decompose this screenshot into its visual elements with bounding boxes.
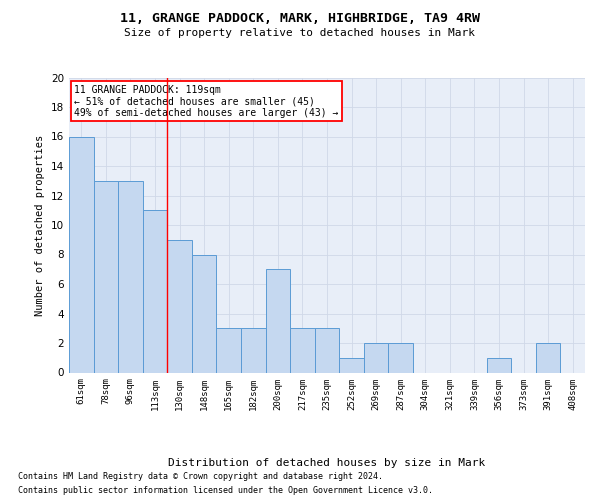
Bar (167, 240, 192, 372)
Bar (241, 328, 266, 372)
Bar (315, 328, 339, 372)
Bar (118, 180, 143, 372)
Bar (143, 210, 167, 372)
Text: 11 GRANGE PADDOCK: 119sqm
← 51% of detached houses are smaller (45)
49% of semi-: 11 GRANGE PADDOCK: 119sqm ← 51% of detac… (74, 85, 338, 118)
Bar (69, 136, 94, 372)
Text: Contains public sector information licensed under the Open Government Licence v3: Contains public sector information licen… (18, 486, 433, 495)
Text: 11, GRANGE PADDOCK, MARK, HIGHBRIDGE, TA9 4RW: 11, GRANGE PADDOCK, MARK, HIGHBRIDGE, TA… (120, 12, 480, 26)
Bar (536, 343, 560, 372)
Bar (487, 358, 511, 372)
Bar (388, 343, 413, 372)
Text: Size of property relative to detached houses in Mark: Size of property relative to detached ho… (125, 28, 476, 38)
Bar (339, 358, 364, 372)
Text: Contains HM Land Registry data © Crown copyright and database right 2024.: Contains HM Land Registry data © Crown c… (18, 472, 383, 481)
Y-axis label: Number of detached properties: Number of detached properties (35, 134, 46, 316)
Bar (364, 343, 388, 372)
Bar (217, 328, 241, 372)
Bar (290, 328, 315, 372)
Bar (94, 180, 118, 372)
Bar (192, 254, 217, 372)
Text: Distribution of detached houses by size in Mark: Distribution of detached houses by size … (169, 458, 485, 468)
Bar (266, 269, 290, 372)
